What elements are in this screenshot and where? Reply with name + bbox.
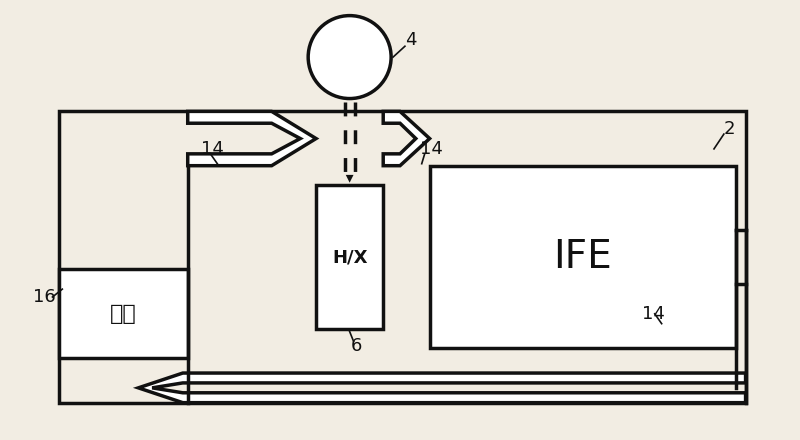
Bar: [316, 185, 383, 329]
Text: 风扇: 风扇: [110, 304, 137, 324]
Bar: [430, 166, 736, 348]
Text: H/X: H/X: [332, 248, 367, 266]
Text: 2: 2: [724, 120, 735, 138]
Ellipse shape: [308, 15, 391, 99]
Text: 14: 14: [201, 140, 223, 158]
Bar: [59, 111, 746, 403]
Polygon shape: [383, 111, 430, 166]
Text: 14: 14: [420, 140, 442, 158]
Polygon shape: [138, 373, 746, 403]
Bar: [59, 269, 188, 358]
Text: 14: 14: [642, 305, 665, 323]
Text: 6: 6: [350, 337, 362, 356]
Polygon shape: [188, 111, 316, 166]
Text: 4: 4: [405, 31, 417, 49]
Text: IFE: IFE: [554, 238, 612, 276]
Text: 16: 16: [33, 288, 55, 306]
